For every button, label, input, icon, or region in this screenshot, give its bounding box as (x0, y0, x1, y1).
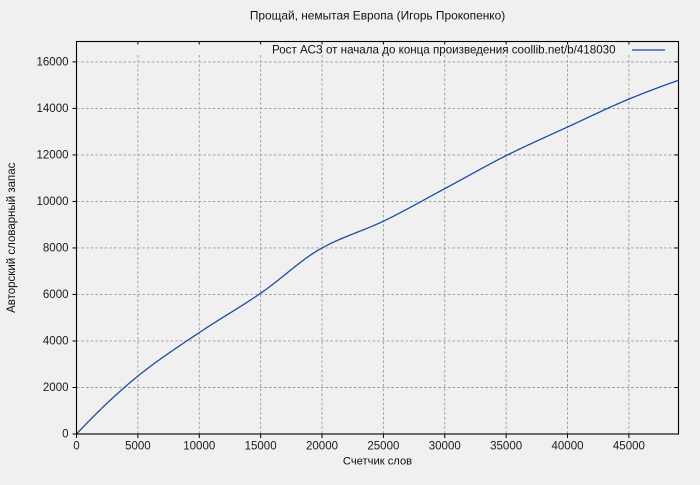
svg-text:6000: 6000 (43, 289, 69, 301)
svg-text:14000: 14000 (37, 103, 69, 115)
svg-text:45000: 45000 (613, 441, 645, 453)
svg-text:Прощай, немытая Европа (Игорь: Прощай, немытая Европа (Игорь Прокопенко… (250, 9, 505, 23)
svg-text:8000: 8000 (43, 242, 69, 254)
svg-text:35000: 35000 (490, 441, 522, 453)
svg-text:12000: 12000 (37, 149, 69, 161)
svg-text:0: 0 (73, 441, 79, 453)
svg-text:30000: 30000 (429, 441, 461, 453)
svg-text:Авторский словарный запас: Авторский словарный запас (6, 162, 18, 313)
svg-text:10000: 10000 (37, 196, 69, 208)
svg-text:5000: 5000 (125, 441, 151, 453)
svg-text:15000: 15000 (245, 441, 277, 453)
svg-text:16000: 16000 (37, 56, 69, 68)
svg-text:40000: 40000 (552, 441, 584, 453)
svg-text:10000: 10000 (183, 441, 215, 453)
svg-text:Рост АСЗ от начала до конца пр: Рост АСЗ от начала до конца произведения… (272, 44, 616, 57)
svg-text:4000: 4000 (43, 335, 69, 347)
svg-text:0: 0 (62, 429, 68, 441)
svg-text:20000: 20000 (306, 441, 338, 453)
svg-text:25000: 25000 (367, 441, 399, 453)
svg-text:2000: 2000 (43, 382, 69, 394)
svg-text:Счетчик слов: Счетчик слов (343, 456, 412, 468)
